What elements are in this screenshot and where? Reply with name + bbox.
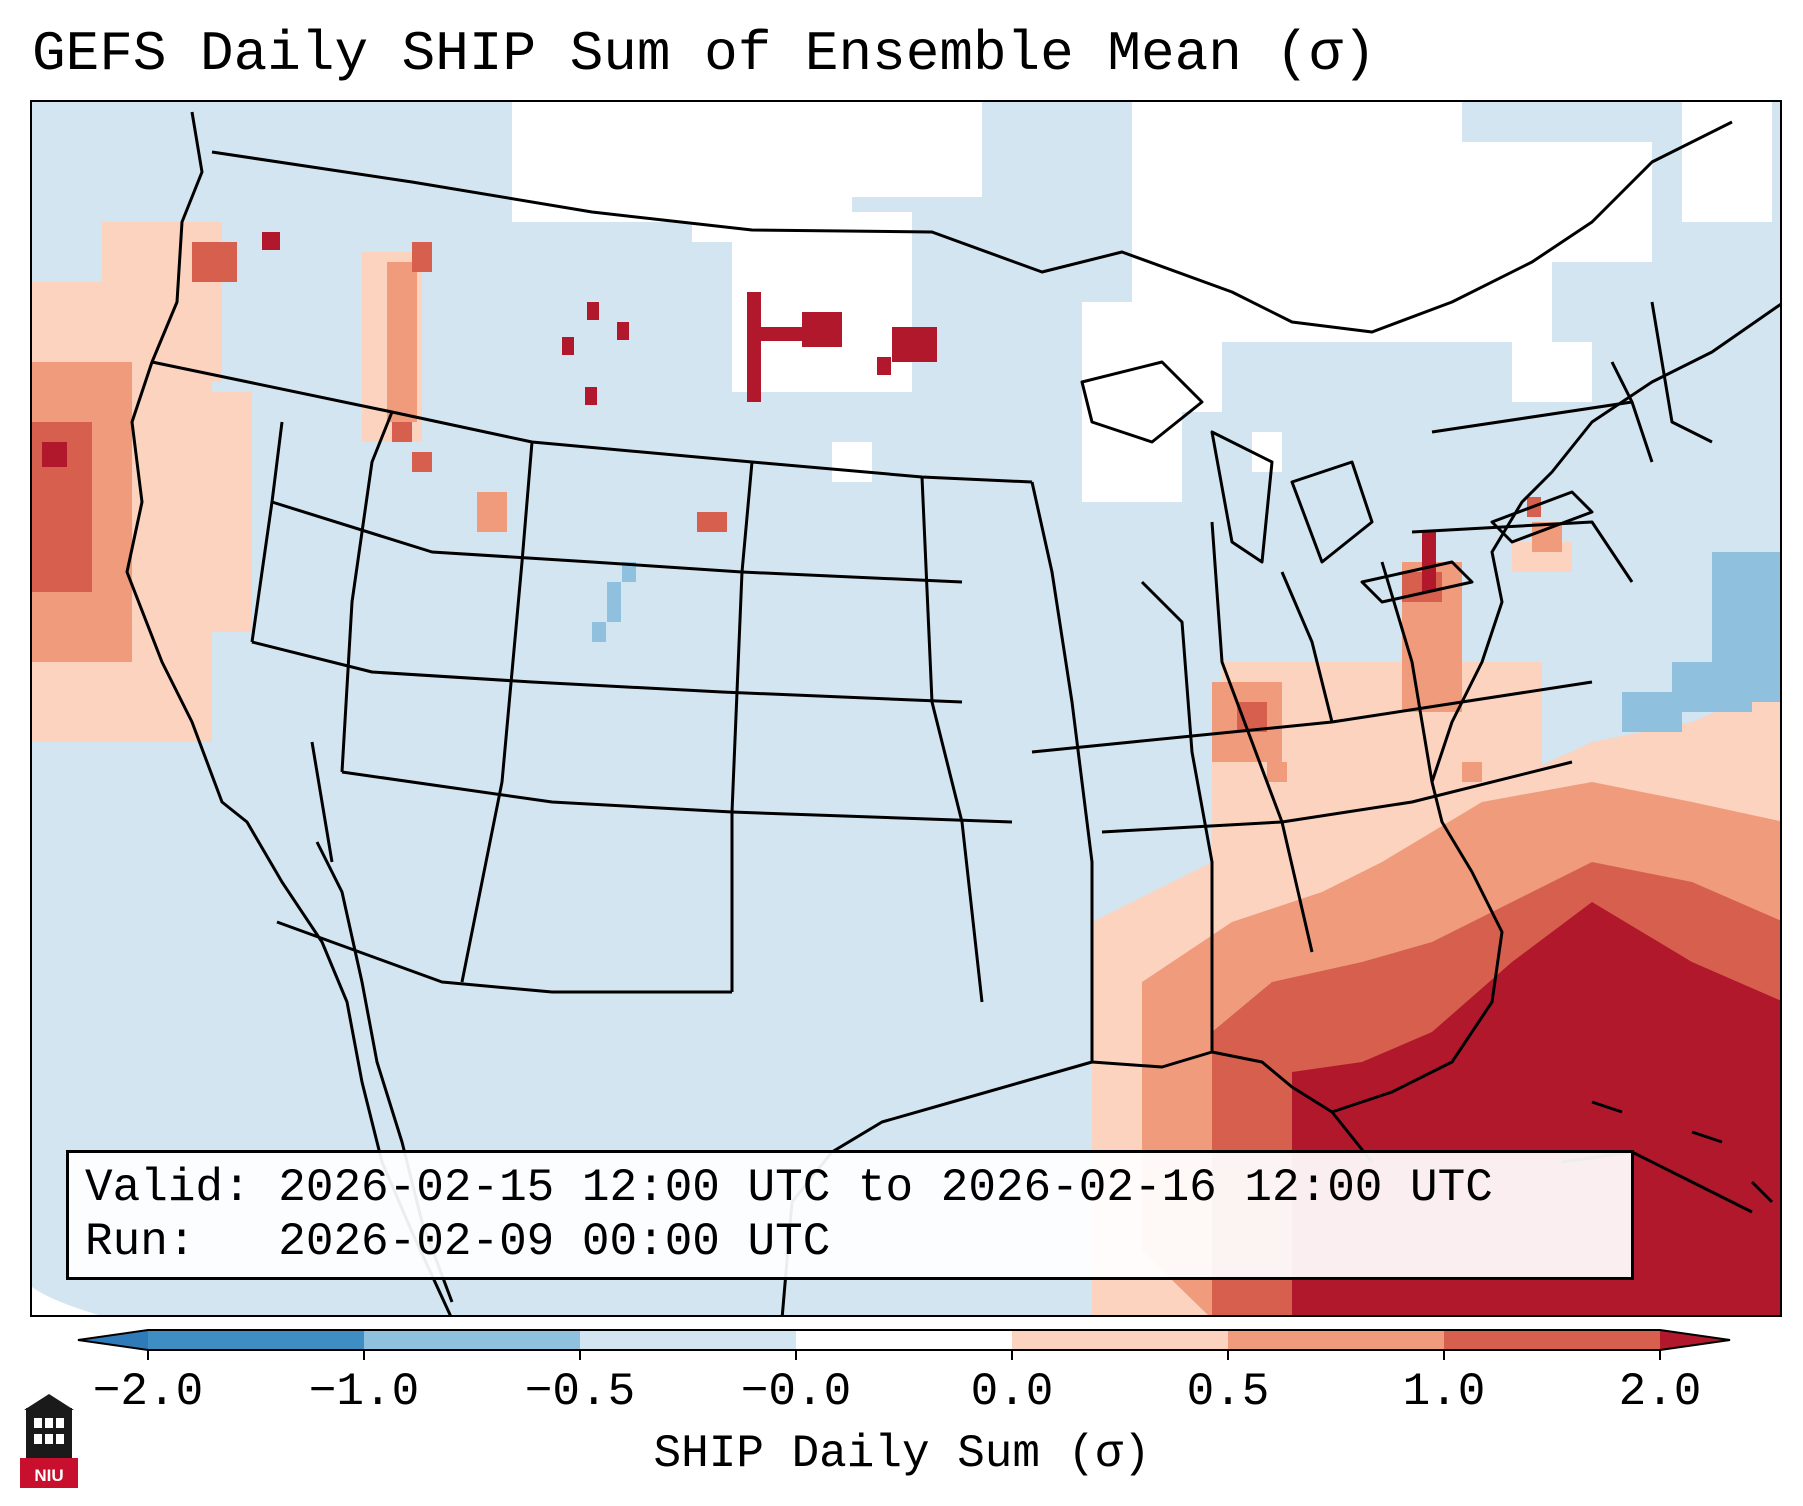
colorbar-tick-label: 2.0 bbox=[1618, 1366, 1702, 1418]
map-canvas bbox=[32, 102, 1780, 1315]
anomaly-negative bbox=[592, 552, 1780, 732]
valid-line: Valid: 2026-02-15 12:00 UTC to 2026-02-1… bbox=[85, 1162, 1493, 1214]
logo-text: NIU bbox=[34, 1466, 64, 1485]
map-panel bbox=[30, 100, 1782, 1317]
chart-title: GEFS Daily SHIP Sum of Ensemble Mean (σ) bbox=[32, 22, 1377, 86]
colorbar-tick-label: −2.0 bbox=[92, 1366, 204, 1418]
anomaly-pacific bbox=[32, 222, 280, 742]
near-zero-field bbox=[512, 102, 1772, 502]
colorbar-tick-label: −1.0 bbox=[308, 1366, 420, 1418]
colorbar-segment bbox=[1012, 1330, 1228, 1350]
colorbar-segment bbox=[1228, 1330, 1444, 1350]
colorbar-label: SHIP Daily Sum (σ) bbox=[653, 1428, 1151, 1480]
colorbar-extend-low bbox=[78, 1330, 148, 1350]
anomaly-northwest bbox=[362, 242, 937, 532]
colorbar-tick-label: −0.0 bbox=[740, 1366, 852, 1418]
colorbar-segment bbox=[580, 1330, 796, 1350]
colorbar-segment bbox=[796, 1330, 1012, 1350]
colorbar-tick-label: −0.5 bbox=[524, 1366, 636, 1418]
run-line: Run: 2026-02-09 00:00 UTC bbox=[85, 1216, 831, 1268]
colorbar-tick-label: 0.5 bbox=[1186, 1366, 1270, 1418]
colorbar-tick-label: 1.0 bbox=[1402, 1366, 1486, 1418]
tower-icon bbox=[20, 1394, 78, 1488]
colorbar-segment bbox=[148, 1330, 364, 1350]
niu-logo: NIU bbox=[20, 1392, 78, 1488]
valid-run-box: Valid: 2026-02-15 12:00 UTC to 2026-02-1… bbox=[66, 1150, 1634, 1280]
colorbar-extend-high bbox=[1660, 1330, 1730, 1350]
colorbar-tick-label: 0.0 bbox=[970, 1366, 1054, 1418]
colorbar-segment bbox=[364, 1330, 580, 1350]
colorbar bbox=[77, 1329, 1731, 1360]
colorbar-segment bbox=[1444, 1330, 1660, 1350]
